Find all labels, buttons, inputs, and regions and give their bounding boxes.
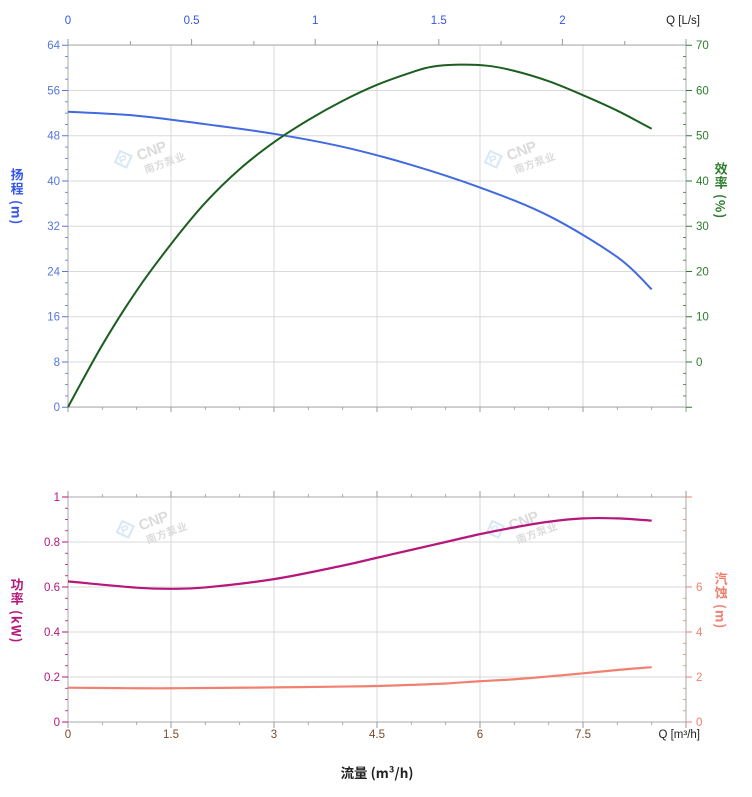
svg-text:0.5: 0.5 — [184, 15, 200, 27]
svg-text:20: 20 — [696, 266, 709, 278]
svg-text:6: 6 — [477, 729, 483, 741]
svg-text:0: 0 — [54, 717, 60, 729]
svg-text:4.5: 4.5 — [369, 729, 385, 741]
svg-text:2: 2 — [559, 15, 565, 27]
svg-text:40: 40 — [696, 176, 709, 188]
svg-text:6: 6 — [696, 582, 702, 594]
svg-text:1.5: 1.5 — [163, 729, 179, 741]
svg-text:32: 32 — [47, 221, 60, 233]
svg-text:1: 1 — [312, 15, 318, 27]
svg-text:Q [L/s]: Q [L/s] — [666, 15, 700, 27]
svg-text:70: 70 — [696, 40, 709, 52]
svg-text:流量 (m³/h): 流量 (m³/h) — [341, 762, 414, 782]
svg-text:0: 0 — [65, 15, 71, 27]
svg-text:10: 10 — [696, 312, 709, 324]
svg-text:0: 0 — [696, 357, 702, 369]
svg-text:2: 2 — [696, 672, 702, 684]
svg-text:30: 30 — [696, 221, 709, 233]
svg-text:0: 0 — [696, 717, 702, 729]
svg-text:0.2: 0.2 — [44, 672, 60, 684]
svg-text:1.5: 1.5 — [431, 15, 447, 27]
svg-text:0: 0 — [54, 402, 60, 414]
svg-text:0.4: 0.4 — [44, 627, 61, 639]
svg-text:7.5: 7.5 — [575, 729, 591, 741]
svg-text:50: 50 — [696, 131, 709, 143]
svg-text:16: 16 — [47, 312, 60, 324]
svg-text:64: 64 — [47, 40, 60, 52]
svg-text:Q [m³/h]: Q [m³/h] — [658, 729, 700, 741]
svg-text:48: 48 — [47, 131, 60, 143]
svg-text:60: 60 — [696, 85, 709, 97]
svg-text:56: 56 — [47, 85, 60, 97]
svg-text:24: 24 — [47, 266, 60, 278]
svg-text:0: 0 — [65, 729, 71, 741]
svg-text:8: 8 — [54, 357, 60, 369]
svg-text:4: 4 — [696, 627, 703, 639]
svg-text:1: 1 — [54, 492, 60, 504]
svg-text:3: 3 — [271, 729, 277, 741]
svg-text:0.6: 0.6 — [44, 582, 60, 594]
svg-text:0.8: 0.8 — [44, 537, 60, 549]
svg-text:40: 40 — [47, 176, 60, 188]
